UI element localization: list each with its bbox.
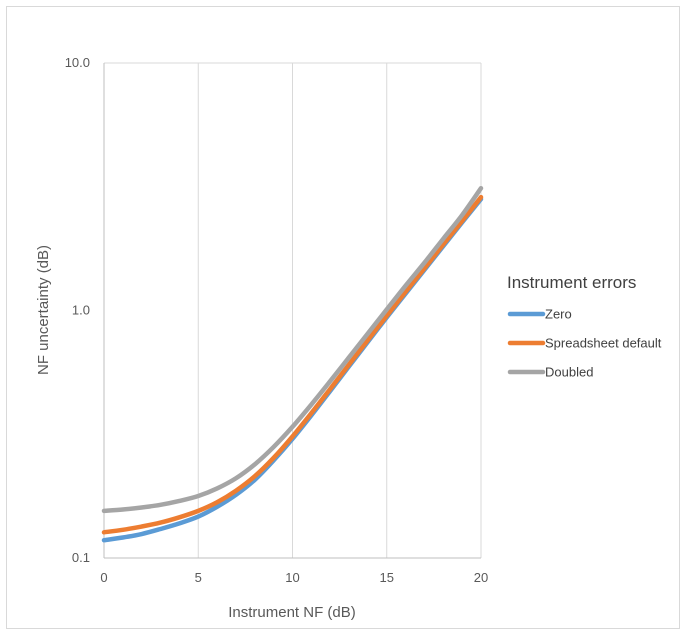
x-axis-title: Instrument NF (dB) <box>228 604 356 621</box>
x-tick-label: 5 <box>195 570 202 585</box>
legend-label-zero: Zero <box>545 307 572 322</box>
series-line-doubled <box>101 185 484 514</box>
x-tick-label: 20 <box>474 570 488 585</box>
legend-items: Zero Spreadsheet default Doubled <box>507 307 662 380</box>
legend-label-spreadsheet-default: Spreadsheet default <box>545 336 662 351</box>
y-tick-label: 1.0 <box>72 303 90 318</box>
x-tick-label: 10 <box>285 570 299 585</box>
tick-labels: 0 5 10 15 20 0.1 1.0 10.0 <box>65 55 489 585</box>
axis-layer <box>103 63 481 559</box>
x-tick-label: 15 <box>380 570 394 585</box>
legend-label-doubled: Doubled <box>545 365 593 380</box>
series-layer <box>101 185 484 543</box>
chart-area <box>6 6 680 629</box>
series-line-spreadsheet-default <box>101 194 484 535</box>
legend: Instrument errors Zero Spreadsheet defaul… <box>507 273 662 380</box>
legend-title: Instrument errors <box>507 273 636 292</box>
x-tick-label: 0 <box>100 570 107 585</box>
y-tick-label: 0.1 <box>72 550 90 565</box>
y-tick-label: 10.0 <box>65 55 90 70</box>
grid-layer <box>104 62 482 558</box>
y-axis-title: NF uncertainty (dB) <box>35 245 52 375</box>
